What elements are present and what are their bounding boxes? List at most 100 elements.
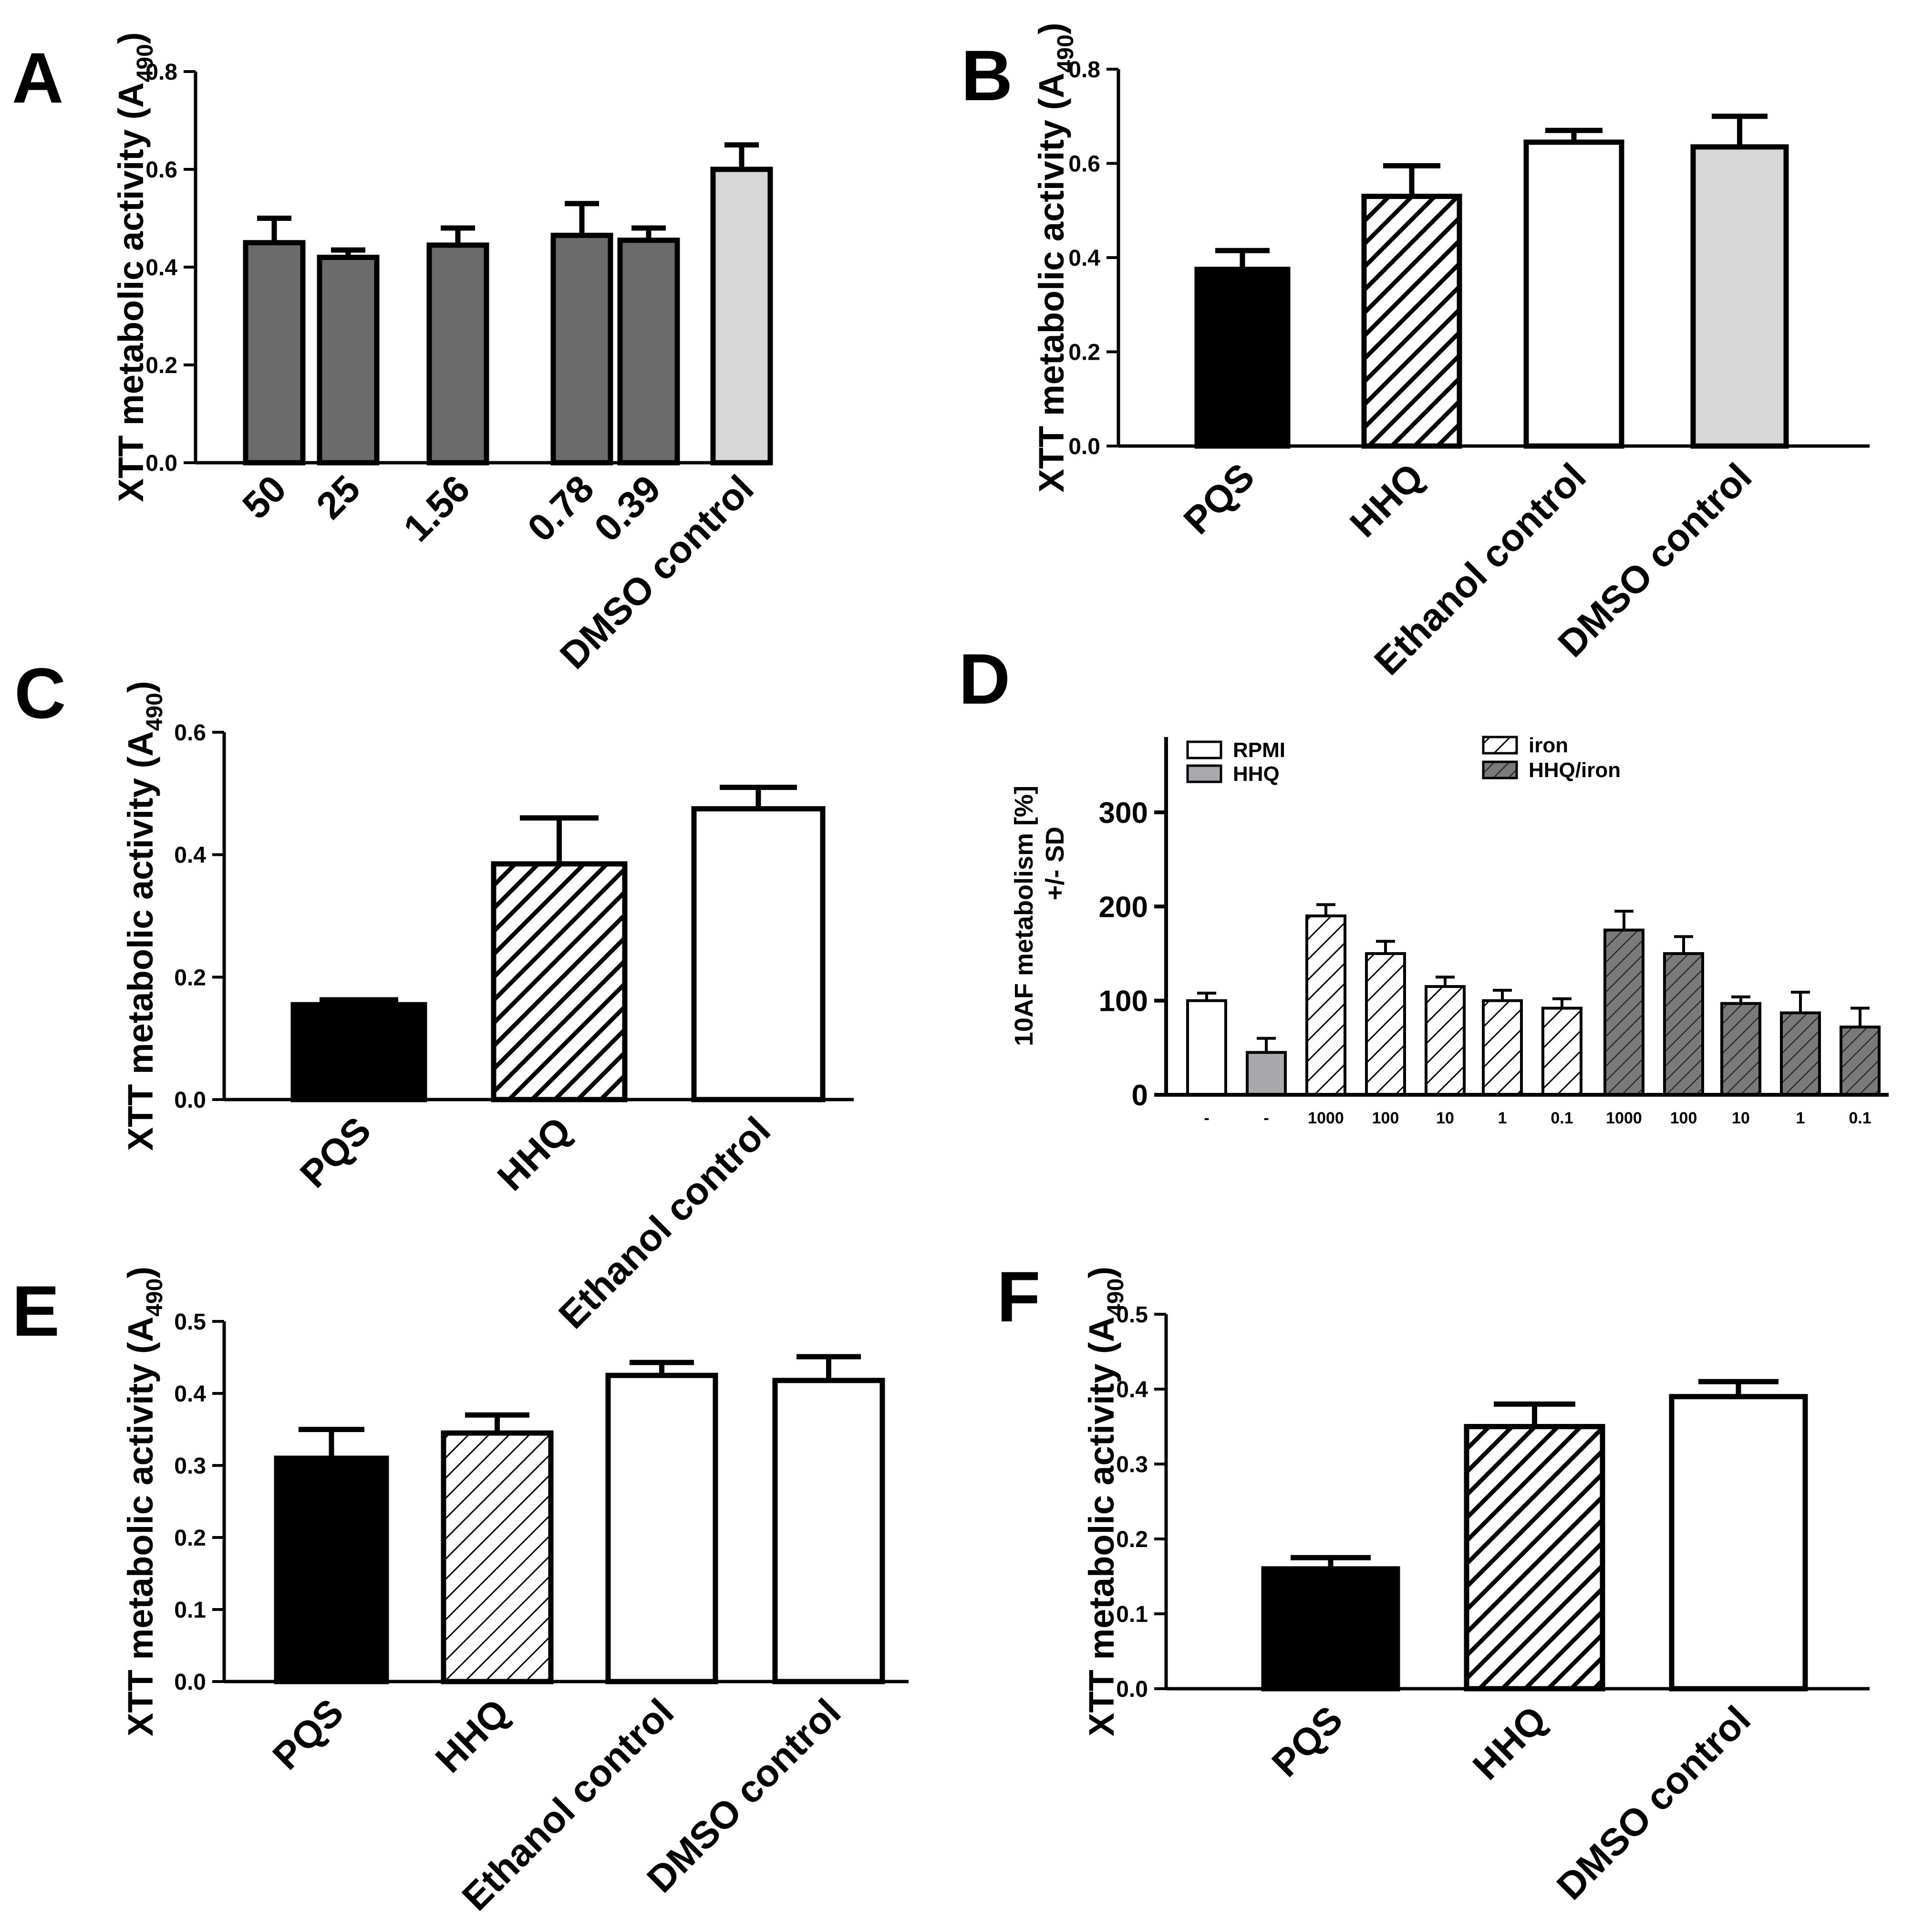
- xtick-label-f-1: HHQ: [1465, 1698, 1555, 1788]
- bar-b-3: [1690, 144, 1789, 449]
- xtick-label-a-3: 0.78: [519, 467, 602, 550]
- error-bar-f-2: [1698, 1379, 1779, 1397]
- y-axis-title-close: ): [1082, 1267, 1121, 1278]
- bar-d-11: [1840, 1025, 1881, 1097]
- bar-d-5: [1482, 999, 1523, 1097]
- xtick-label-c-1: HHQ: [489, 1109, 579, 1199]
- ytick-label-a-4: 0.8: [145, 60, 177, 85]
- ytick-label-b-3: 0.6: [1068, 152, 1100, 177]
- error-bar-d-2: [1316, 903, 1335, 916]
- ytick-label-f-2: 0.2: [1116, 1527, 1148, 1552]
- error-bar-a-5: [724, 142, 759, 169]
- error-bar-a-3: [565, 201, 599, 236]
- error-bar-d-7: [1614, 910, 1634, 930]
- y-axis-title-f: XTT metabolic activity (A490): [1082, 1267, 1128, 1736]
- error-bar-f-0: [1291, 1555, 1371, 1569]
- xtick-label-b-0: PQS: [1176, 455, 1262, 542]
- ytick-label-a-2: 0.4: [145, 255, 177, 280]
- panel-label-d: D: [959, 639, 1010, 719]
- y-axis-title-close: ): [121, 1267, 160, 1278]
- bar-d-9: [1720, 1002, 1761, 1097]
- error-bar-d-3: [1376, 940, 1395, 954]
- y-axis-title-subscript: 490: [142, 693, 167, 731]
- xtick-label-d-1: -: [1263, 1109, 1269, 1127]
- y-axis-title-text: XTT metabolic activity (A: [121, 731, 160, 1151]
- ytick-label-f-0: 0.0: [1116, 1677, 1148, 1702]
- error-bar-d-1: [1257, 1037, 1276, 1053]
- xtick-label-a-1: 25: [308, 467, 368, 527]
- panel-label-f: F: [997, 1257, 1041, 1337]
- y-axis-title-text: XTT metabolic activity (A: [1032, 73, 1071, 492]
- bar-d-7: [1603, 928, 1644, 1096]
- bar-b-0: [1194, 267, 1291, 449]
- y-axis-title-subscript: 490: [1103, 1278, 1128, 1317]
- xtick-label-a-2: 1.56: [395, 467, 478, 550]
- bar-a-5: [710, 166, 773, 466]
- ytick-label-e-4: 0.4: [174, 1381, 206, 1407]
- error-bar-c-1: [520, 815, 599, 864]
- legend-label-3: HHQ/iron: [1529, 758, 1621, 782]
- error-bar-e-2: [630, 1360, 694, 1376]
- bar-a-4: [617, 238, 680, 466]
- error-bar-b-1: [1383, 163, 1440, 197]
- error-bar-b-3: [1712, 114, 1768, 147]
- error-bar-d-9: [1731, 995, 1750, 1004]
- legend-label-2: iron: [1529, 734, 1568, 757]
- panel-label-b: B: [961, 35, 1013, 115]
- ytick-label-b-1: 0.2: [1068, 340, 1100, 365]
- xtick-label-c-0: PQS: [292, 1109, 379, 1195]
- bar-c-1: [491, 861, 628, 1102]
- error-bar-d-6: [1552, 997, 1572, 1008]
- y-axis-title-d-line1: 10AF metabolism [%]: [1010, 786, 1038, 1046]
- xtick-label-d-6: 0.1: [1551, 1109, 1573, 1127]
- ytick-label-d-2: 200: [1099, 891, 1148, 924]
- ytick-label-e-5: 0.5: [174, 1309, 206, 1335]
- ytick-label-b-4: 0.8: [1068, 57, 1100, 83]
- ytick-label-c-0: 0.0: [174, 1088, 206, 1113]
- ytick-label-e-2: 0.2: [174, 1526, 206, 1551]
- ytick-label-b-0: 0.0: [1068, 434, 1100, 459]
- legend-swatch-1: [1186, 764, 1222, 783]
- y-axis-title-b: XTT metabolic activity (A490): [1032, 23, 1078, 493]
- ytick-label-d-1: 100: [1099, 985, 1148, 1018]
- y-axis-title-d-line2: +/- SD: [1041, 827, 1069, 901]
- error-bar-f-1: [1494, 1401, 1575, 1427]
- ytick-label-f-1: 0.1: [1116, 1602, 1148, 1627]
- ytick-label-b-2: 0.4: [1068, 246, 1100, 271]
- bar-e-0: [274, 1455, 389, 1684]
- xtick-label-d-9: 10: [1732, 1109, 1750, 1127]
- xtick-label-b-1: HHQ: [1342, 455, 1432, 545]
- ytick-label-c-2: 0.4: [174, 843, 206, 868]
- y-axis-title-subscript: 490: [133, 44, 158, 82]
- xtick-label-f-2: DMSO control: [1549, 1698, 1758, 1908]
- ytick-label-c-3: 0.6: [174, 720, 206, 746]
- y-axis-title-close: ): [111, 32, 151, 44]
- xtick-label-a-4: 0.39: [586, 467, 669, 550]
- xtick-label-d-5: 1: [1498, 1109, 1507, 1127]
- y-axis-title-close: ): [1032, 23, 1071, 35]
- error-bar-d-0: [1197, 991, 1216, 1001]
- bar-d-3: [1365, 952, 1406, 1097]
- y-axis-title-text: XTT metabolic activity (A: [121, 1317, 160, 1736]
- ytick-label-a-3: 0.6: [145, 157, 177, 183]
- bar-d-6: [1541, 1007, 1582, 1097]
- error-bar-d-11: [1851, 1007, 1870, 1027]
- bar-e-3: [772, 1378, 885, 1684]
- xtick-label-e-0: PQS: [265, 1691, 352, 1777]
- error-bar-e-1: [465, 1412, 529, 1433]
- bar-e-2: [605, 1372, 718, 1684]
- bar-f-1: [1464, 1424, 1605, 1692]
- bar-a-1: [317, 255, 380, 466]
- xtick-label-d-2: 1000: [1308, 1109, 1344, 1127]
- xtick-label-d-10: 1: [1796, 1109, 1805, 1127]
- error-bar-d-10: [1791, 990, 1810, 1013]
- legend-label-1: HHQ: [1233, 762, 1280, 786]
- y-axis-title-text: XTT metabolic activity (A: [111, 82, 151, 502]
- ytick-label-e-3: 0.3: [174, 1454, 206, 1479]
- legend-swatch-3: [1482, 760, 1518, 779]
- panel-label-c: C: [14, 653, 66, 733]
- bar-d-1: [1246, 1051, 1287, 1097]
